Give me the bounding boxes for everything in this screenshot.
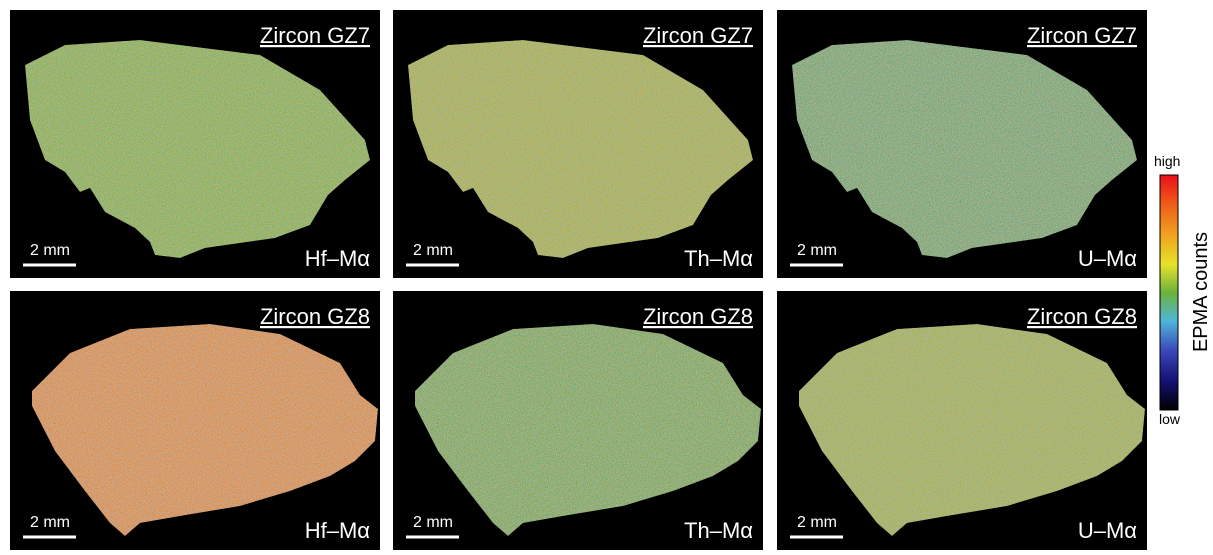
panel-title: Zircon GZ8 [260,304,370,329]
grain [415,324,761,536]
map-panel: Zircon GZ8 2 mm Th–Mα [393,291,763,550]
colorbar-low: low [1159,411,1181,427]
panel-title: Zircon GZ7 [643,23,753,48]
scale-label: 2 mm [797,514,837,531]
element-label: Hf–Mα [305,518,371,543]
map-panel: Zircon GZ7 2 mm Hf–Mα [10,10,380,278]
colorbar-label: EPMA counts [1190,232,1212,352]
grain [799,324,1145,536]
panel-title: Zircon GZ7 [260,23,370,48]
grain [32,324,378,536]
element-label: U–Mα [1078,246,1137,271]
element-label: Th–Mα [684,246,753,271]
element-label: Hf–Mα [305,246,371,271]
scale-label: 2 mm [30,242,70,259]
scale-label: 2 mm [797,242,837,259]
map-panel: Zircon GZ8 2 mm U–Mα [777,291,1147,550]
scale-label: 2 mm [30,514,70,531]
grain [792,40,1137,258]
element-label: Th–Mα [684,518,753,543]
grain [408,40,753,258]
element-label: U–Mα [1078,518,1137,543]
panel-title: Zircon GZ8 [1027,304,1137,329]
scale-label: 2 mm [413,514,453,531]
panel-title: Zircon GZ7 [1027,23,1137,48]
scale-label: 2 mm [413,242,453,259]
panel-title: Zircon GZ8 [643,304,753,329]
colorbar [1159,174,1179,411]
map-panel: Zircon GZ7 2 mm U–Mα [777,10,1147,278]
colorbar-high: high [1154,153,1180,169]
map-panel: Zircon GZ7 2 mm Th–Mα [393,10,763,278]
grain [25,40,370,258]
map-panel: Zircon GZ8 2 mm Hf–Mα [10,291,380,550]
